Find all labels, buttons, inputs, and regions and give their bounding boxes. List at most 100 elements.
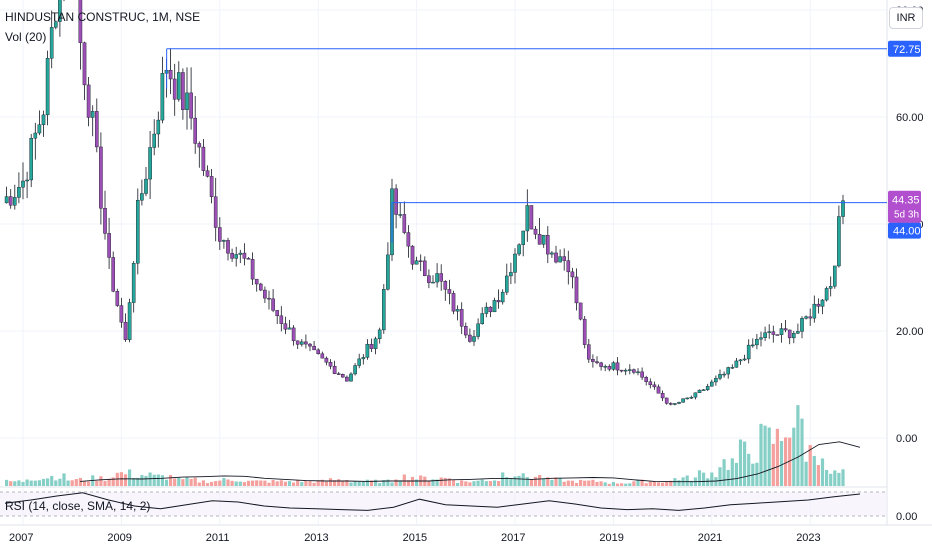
volume-bar [62, 473, 66, 486]
volume-bar [74, 479, 78, 486]
volume-bar [70, 480, 74, 486]
candle [517, 244, 521, 255]
candle [595, 361, 599, 364]
candle [673, 403, 677, 405]
volume-bar [611, 481, 615, 486]
volume-bar [95, 480, 99, 486]
candle [94, 111, 99, 148]
candle [193, 117, 198, 144]
candle [574, 276, 579, 304]
candle [144, 178, 148, 194]
candle [566, 260, 571, 273]
candle [701, 389, 706, 391]
time-axis-tick: 2019 [599, 532, 623, 544]
currency-button[interactable]: INR [889, 7, 923, 29]
candle [275, 310, 280, 317]
candle [578, 302, 583, 320]
volume-bar [529, 479, 533, 486]
candle [726, 367, 730, 375]
volume-bar [652, 481, 656, 486]
volume-bar [550, 479, 554, 486]
candle [714, 378, 718, 383]
candle [652, 384, 657, 388]
candle [484, 306, 489, 314]
volume-bar [804, 461, 808, 486]
volume-bar [771, 443, 775, 486]
volume-bar [644, 483, 648, 486]
candle [78, 0, 83, 43]
volume-bar [702, 472, 706, 486]
time-axis-tick: 2023 [796, 532, 820, 544]
candle [697, 389, 702, 394]
time-axis-tick: 2007 [9, 532, 33, 544]
bar-countdown-label: 5d 3h [894, 210, 919, 221]
volume-bar [661, 482, 665, 486]
volume-bar [546, 477, 550, 486]
price-axis-tick: 60.00 [896, 112, 924, 124]
candle [546, 235, 550, 255]
candle [636, 371, 640, 374]
volume-bar [833, 470, 837, 486]
candle [734, 360, 739, 368]
time-axis-tick: 2009 [107, 532, 131, 544]
volume-bar [738, 439, 743, 486]
candle [131, 263, 136, 303]
volume-bar [222, 478, 226, 486]
volume-bar [193, 477, 197, 486]
candle [767, 331, 771, 333]
volume-bar [160, 475, 164, 486]
volume-bar [156, 474, 160, 486]
candle [828, 286, 833, 289]
volume-bar [505, 477, 509, 486]
volume-bar [825, 469, 829, 486]
volume-bar [427, 480, 431, 486]
volume-bar [279, 480, 283, 486]
volume-bar [361, 481, 365, 486]
volume-bar [615, 483, 620, 486]
candle [373, 338, 378, 349]
volume-ma-line [79, 441, 861, 483]
volume-bar [570, 480, 574, 486]
volume-bar [386, 479, 390, 486]
volume-bar [734, 462, 738, 486]
volume-bar [320, 479, 324, 486]
volume-bar [665, 481, 669, 486]
candle [226, 240, 230, 254]
volume-bar [234, 481, 238, 486]
candle [533, 228, 538, 235]
candle [509, 272, 513, 277]
candle [300, 341, 304, 345]
volume-bar [58, 478, 62, 486]
volume-indicator-label[interactable]: Vol (20) [5, 30, 47, 44]
volume-bar [406, 480, 410, 486]
volume-bar [722, 459, 726, 486]
candle [168, 69, 173, 80]
candle [550, 252, 554, 255]
candle [423, 260, 427, 276]
volume-bar [398, 480, 402, 486]
candle [361, 357, 366, 360]
volume-bar [148, 472, 152, 486]
candle [722, 373, 726, 376]
candle [37, 124, 42, 134]
candle [25, 179, 29, 182]
volume-bar [685, 475, 689, 486]
candle [480, 313, 485, 325]
candle [476, 323, 480, 337]
candle [185, 92, 189, 110]
volume-bar [230, 480, 234, 486]
volume-bar [447, 478, 451, 486]
volume-bar [497, 481, 501, 486]
volume-bar [21, 481, 25, 486]
volume-bar [607, 483, 611, 486]
rsi-indicator-label[interactable]: RSI (14, close, SMA, 14, 2) [5, 499, 150, 513]
volume-bar [443, 477, 447, 486]
candle [640, 371, 644, 378]
volume-bar [33, 480, 37, 486]
volume-bar [50, 476, 54, 486]
volume-bar [648, 481, 652, 486]
candle [238, 252, 243, 255]
volume-bar [620, 483, 624, 486]
